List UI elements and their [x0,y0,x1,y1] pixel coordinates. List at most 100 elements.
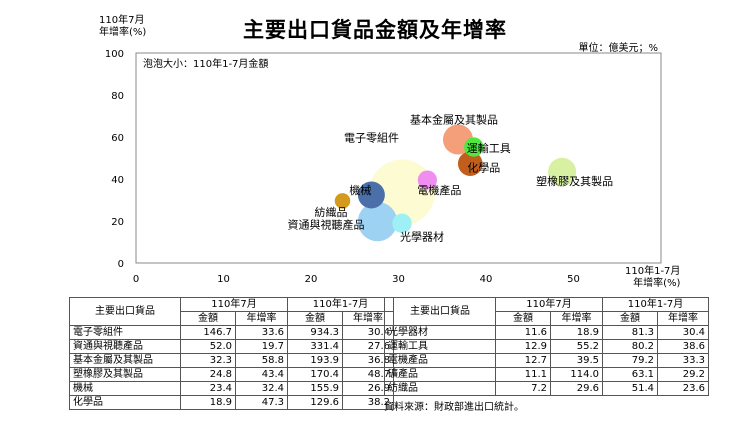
table-cell-value: 63.1 [602,367,658,382]
table-cell-value: 23.6 [657,381,709,396]
table-cell-value: 38.6 [657,339,709,354]
table-row: 光學器材 11.6 18.9 81.3 30.4 [384,325,709,340]
table-row: 塑橡膠及其製品 24.8 43.4 170.4 48.7 [69,367,394,382]
table-row: 紡織品 7.2 29.6 51.4 23.6 [384,381,709,396]
table-cell-value: 23.4 [180,381,236,396]
table-cell-value: 39.5 [550,353,603,368]
table-cell-item: 資通與視聽產品 [69,339,181,354]
table-cell-item: 電子零組件 [69,325,181,340]
x-tick-label: 30 [392,274,405,285]
table-cell-value: 11.1 [495,367,551,382]
table-row: 運輸工具 12.9 55.2 80.2 38.6 [384,339,709,354]
table-cell-value: 32.4 [235,381,288,396]
bubble-7 [464,137,484,157]
bubble-label: 電機產品 [417,183,461,197]
bubbles [334,124,577,242]
table-cell-value: 18.9 [180,395,236,410]
table-cell-item: 礦產品 [384,367,496,382]
table-cell-value: 114.0 [550,367,603,382]
x-tick-label: 0 [133,274,139,285]
table-cell-value: 18.9 [550,325,603,340]
table-cell-value: 331.4 [287,339,343,354]
bubble-label: 運輸工具 [467,141,511,155]
bubble-label: 資通與視聽產品 [288,218,365,232]
bubble-label: 機械 [349,183,371,197]
table-sub-header: 年增率 [235,311,288,326]
y-ticks: 0 20 40 60 80 100 [105,49,124,270]
bubble-9 [334,193,351,209]
y-tick-label: 60 [111,133,124,144]
table-cell-item: 紡織品 [384,381,496,396]
legend-note: 泡泡大小：110年1-7月金額 [143,57,268,70]
table-cell-value: 12.7 [495,353,551,368]
table-cell-item: 光學器材 [384,325,496,340]
table-row: 機械 23.4 32.4 155.9 26.9 [69,381,394,396]
table-row: 礦產品 11.1 114.0 63.1 29.2 [384,367,709,382]
table-cell-value: 24.8 [180,367,236,382]
table-group-header: 110年1-7月 [287,297,394,312]
table-cell-value: 129.6 [287,395,343,410]
bubble-6 [392,213,412,234]
table-cell-value: 52.0 [180,339,236,354]
bubble-8 [417,170,437,190]
x-tick-label: 20 [305,274,318,285]
table-cell-value: 38.2 [342,395,394,410]
table-sub-header: 金額 [602,311,658,326]
table-sub-header: 金額 [180,311,236,326]
bubble-5 [457,151,483,176]
table-sub-header: 金額 [287,311,343,326]
table-cell-value: 155.9 [287,381,343,396]
table-row: 電子零組件 146.7 33.6 934.3 30.4 [69,325,394,340]
x-axis-title: 110年1-7月 年增率(%) [625,266,680,290]
bubble-label: 塑橡膠及其製品 [536,174,613,188]
table-cell-value: 7.2 [495,381,551,396]
table-group-header: 110年7月 [180,297,288,312]
table-cell-value: 51.4 [602,381,658,396]
table-cell-value: 146.7 [180,325,236,340]
bubble-3 [548,157,577,186]
bubble-label: 化學品 [467,161,500,175]
bubble-label: 基本金屬及其製品 [410,113,498,127]
y-axis-title-line1: 110年7月 [99,15,145,26]
table-row: 基本金屬及其製品 32.3 58.8 193.9 36.8 [69,353,394,368]
bubble-4 [357,181,385,209]
table-cell-item: 電機產品 [384,353,496,368]
table-row: 電機產品 12.7 39.5 79.2 33.3 [384,353,709,368]
table-cell-value: 934.3 [287,325,343,340]
table-header-item: 主要出口貨品 [69,297,181,326]
x-axis-title-line2: 年增率(%) [633,278,681,289]
table-sub-header: 年增率 [550,311,603,326]
table-cell-value: 19.7 [235,339,288,354]
table-cell-value: 80.2 [602,339,658,354]
table-cell-value: 43.4 [235,367,288,382]
table-cell-value: 29.6 [550,381,603,396]
table-cell-item: 塑橡膠及其製品 [69,367,181,382]
x-ticks: 0 10 20 30 40 50 [133,274,580,285]
x-tick-label: 40 [480,274,493,285]
y-axis-title-line2: 年增率(%) [99,27,147,38]
data-table-right: 主要出口貨品 110年7月 110年1-7月 金額 年增率 金額 年增率 光學器… [384,297,709,396]
table-cell-value: 11.6 [495,325,551,340]
y-tick-label: 80 [111,91,124,102]
table-cell-item: 機械 [69,381,181,396]
table-cell-item: 運輸工具 [384,339,496,354]
table-cell-value: 55.2 [550,339,603,354]
data-table-left: 主要出口貨品 110年7月 110年1-7月 金額 年增率 金額 年增率 電子零… [69,297,394,410]
table-cell-value: 12.9 [495,339,551,354]
table-sub-header: 金額 [495,311,551,326]
y-tick-label: 20 [111,217,124,228]
y-axis-title: 110年7月 年增率(%) [99,15,146,39]
table-cell-value: 170.4 [287,367,343,382]
bubble-chart: 泡泡大小：110年1-7月金額 0 20 40 60 80 100 0 10 20 30 40 50… [105,49,662,285]
table-cell-value: 47.3 [235,395,288,410]
table-header-item: 主要出口貨品 [384,297,496,326]
bubble-1 [357,201,398,242]
y-tick-label: 0 [118,259,124,270]
table-sub-header: 年增率 [657,311,709,326]
table-row: 化學品 18.9 47.3 129.6 38.2 [69,395,394,410]
x-axis-title-line1: 110年1-7月 [625,266,681,277]
table-cell-value: 79.2 [602,353,658,368]
bubble-label: 光學器材 [400,229,444,243]
table-cell-value: 81.3 [602,325,658,340]
